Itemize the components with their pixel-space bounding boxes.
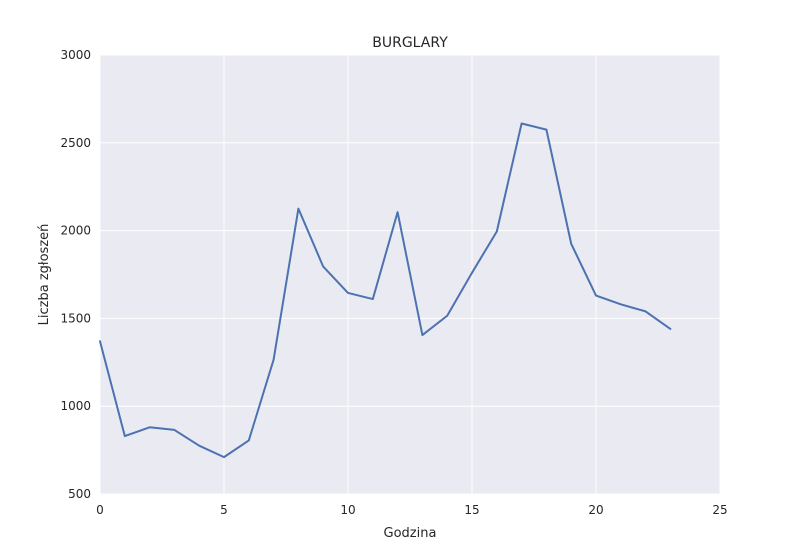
x-tick-label: 20 xyxy=(588,503,603,517)
y-tick-label: 3000 xyxy=(60,48,91,62)
x-tick-labels: 0 5 10 15 20 25 xyxy=(96,503,727,517)
y-tick-label: 500 xyxy=(68,487,91,501)
y-tick-label: 1000 xyxy=(60,399,91,413)
y-tick-label: 2500 xyxy=(60,136,91,150)
y-tick-labels: 500 1000 1500 2000 2500 3000 xyxy=(60,48,91,501)
x-tick-label: 5 xyxy=(220,503,228,517)
y-tick-label: 2000 xyxy=(60,224,91,238)
grid-lines xyxy=(99,54,721,495)
y-axis-label: Liczba zgłoszeń xyxy=(37,224,52,326)
series-layer xyxy=(99,122,672,459)
x-axis-label: Godzina xyxy=(384,526,437,541)
series-line xyxy=(99,122,672,459)
y-tick-label: 1500 xyxy=(60,311,91,325)
x-tick-label: 0 xyxy=(96,503,104,517)
x-tick-label: 25 xyxy=(712,503,727,517)
x-tick-label: 15 xyxy=(464,503,479,517)
x-tick-label: 10 xyxy=(340,503,355,517)
chart-title: BURGLARY xyxy=(372,35,448,51)
